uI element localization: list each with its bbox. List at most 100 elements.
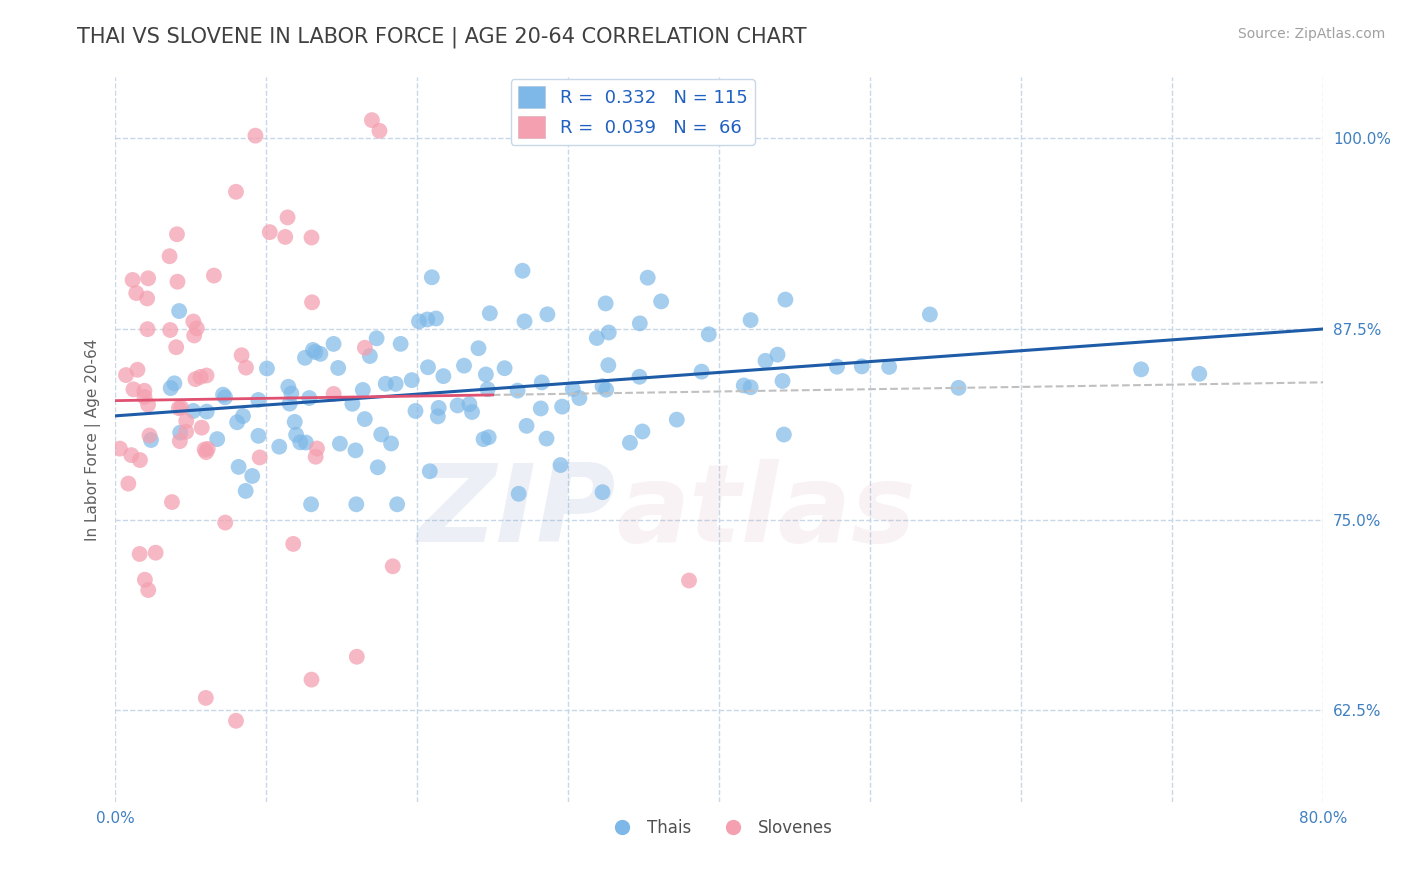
Point	[408, 314, 430, 328]
Point	[361, 113, 384, 128]
Point	[530, 376, 553, 390]
Point	[353, 412, 375, 426]
Point	[169, 425, 191, 440]
Point	[166, 227, 188, 242]
Point	[136, 271, 159, 285]
Point	[183, 328, 205, 343]
Point	[174, 414, 197, 428]
Point	[202, 268, 225, 283]
Point	[697, 327, 720, 342]
Point	[550, 458, 572, 472]
Point	[472, 432, 495, 446]
Point	[506, 384, 529, 398]
Point	[159, 381, 181, 395]
Point	[285, 427, 308, 442]
Point	[740, 380, 762, 394]
Point	[247, 392, 270, 407]
Point	[121, 273, 143, 287]
Point	[136, 292, 159, 306]
Point	[256, 361, 278, 376]
Point	[120, 448, 142, 462]
Point	[1130, 362, 1153, 376]
Point	[773, 427, 796, 442]
Point	[117, 476, 139, 491]
Point	[249, 450, 271, 465]
Point	[298, 391, 321, 405]
Point	[195, 445, 218, 459]
Point	[420, 270, 443, 285]
Point	[453, 359, 475, 373]
Point	[302, 343, 325, 357]
Point	[169, 434, 191, 449]
Point	[825, 359, 848, 374]
Point	[530, 401, 553, 416]
Point	[134, 384, 156, 398]
Point	[231, 348, 253, 362]
Point	[136, 398, 159, 412]
Point	[228, 459, 250, 474]
Point	[536, 432, 558, 446]
Point	[122, 383, 145, 397]
Text: Source: ZipAtlas.com: Source: ZipAtlas.com	[1237, 27, 1385, 41]
Point	[225, 185, 247, 199]
Point	[851, 359, 873, 374]
Point	[278, 396, 301, 410]
Point	[359, 349, 381, 363]
Point	[370, 427, 392, 442]
Point	[125, 286, 148, 301]
Point	[322, 387, 344, 401]
Point	[127, 363, 149, 377]
Point	[197, 442, 219, 456]
Point	[346, 649, 368, 664]
Y-axis label: In Labor Force | Age 20-64: In Labor Force | Age 20-64	[86, 338, 101, 541]
Point	[170, 401, 193, 415]
Legend: Thais, Slovenes: Thais, Slovenes	[599, 813, 839, 844]
Point	[467, 341, 489, 355]
Point	[301, 295, 323, 310]
Point	[163, 376, 186, 391]
Point	[195, 404, 218, 418]
Point	[344, 497, 367, 511]
Point	[374, 376, 396, 391]
Point	[167, 304, 190, 318]
Point	[877, 359, 900, 374]
Point	[650, 294, 672, 309]
Point	[568, 391, 591, 405]
Point	[426, 409, 449, 424]
Point	[232, 409, 254, 423]
Point	[478, 430, 501, 444]
Point	[190, 369, 212, 384]
Point	[184, 372, 207, 386]
Point	[678, 574, 700, 588]
Point	[235, 360, 257, 375]
Point	[665, 412, 688, 426]
Point	[134, 390, 156, 404]
Point	[226, 415, 249, 429]
Point	[405, 404, 427, 418]
Point	[494, 361, 516, 376]
Point	[381, 559, 404, 574]
Point	[225, 714, 247, 728]
Point	[139, 433, 162, 447]
Point	[475, 368, 498, 382]
Point	[1188, 367, 1211, 381]
Point	[159, 249, 181, 263]
Point	[628, 317, 651, 331]
Point	[367, 460, 389, 475]
Point	[283, 537, 305, 551]
Point	[918, 308, 941, 322]
Point	[461, 405, 484, 419]
Point	[342, 397, 364, 411]
Point	[195, 368, 218, 383]
Point	[512, 264, 534, 278]
Point	[145, 546, 167, 560]
Point	[354, 341, 377, 355]
Point	[186, 321, 208, 335]
Point	[304, 345, 326, 359]
Point	[637, 270, 659, 285]
Point	[352, 383, 374, 397]
Point	[245, 128, 267, 143]
Point	[295, 435, 318, 450]
Point	[166, 275, 188, 289]
Point	[401, 373, 423, 387]
